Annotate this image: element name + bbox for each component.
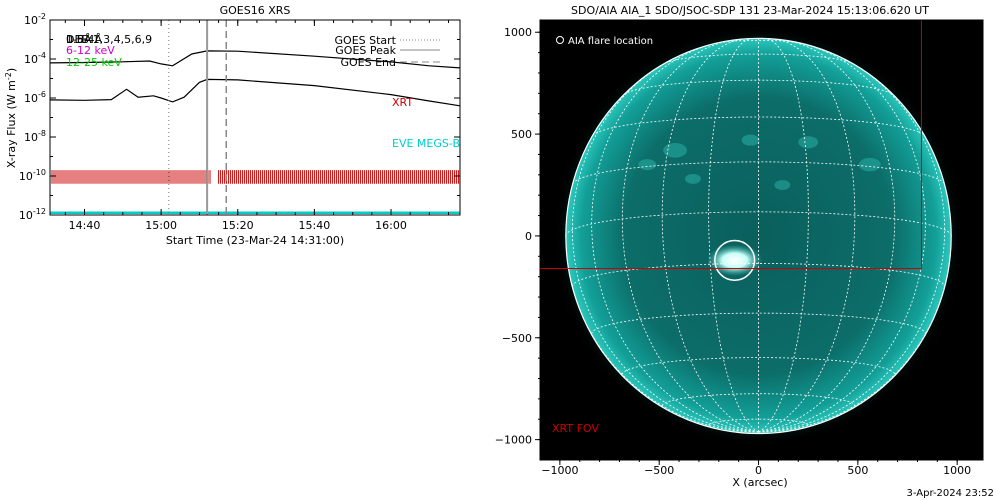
longitude-line bbox=[565, 235, 759, 433]
legend-goes-start: GOES Start bbox=[335, 34, 397, 47]
x-tick-label: 14:40 bbox=[69, 219, 101, 232]
latitude-line bbox=[572, 161, 945, 185]
aia-y-tick-label: −1000 bbox=[495, 434, 532, 447]
xrt-fov-box bbox=[540, 20, 922, 270]
heliographic-grid bbox=[565, 38, 952, 433]
aia-image-background bbox=[540, 20, 983, 460]
latitude-line bbox=[572, 262, 945, 287]
aia-axes: −1000 −500 0 500 1000 1000 500 0 −500 −1000 bbox=[495, 19, 984, 477]
active-region bbox=[685, 174, 701, 184]
y-tick-label: 10-12 bbox=[19, 207, 46, 222]
latitude-line bbox=[661, 393, 856, 406]
longitude-line bbox=[758, 43, 926, 433]
latitude-line bbox=[715, 39, 802, 44]
legend-circle-icon bbox=[556, 36, 564, 44]
legend-goes-peak: GOES Peak bbox=[335, 44, 396, 57]
longitude-line bbox=[758, 235, 952, 433]
active-region bbox=[741, 134, 760, 146]
channel-label-1-8: 1-8Å bbox=[66, 33, 92, 46]
goes-plot-area bbox=[49, 20, 461, 215]
legend-goes-end: GOES End bbox=[340, 56, 396, 69]
corona-glow bbox=[554, 26, 963, 446]
longitude-line bbox=[758, 38, 856, 433]
aia-x-tick-label: 0 bbox=[755, 464, 762, 477]
xrt-label: XRT bbox=[392, 96, 413, 109]
longitude-line bbox=[661, 38, 759, 433]
active-region bbox=[774, 180, 791, 190]
x-tick-label: 15:20 bbox=[222, 219, 254, 232]
goes-ylabel: X-ray Flux (W m-2) bbox=[4, 68, 18, 168]
longitude-line bbox=[621, 40, 759, 433]
channel-label-12-25kev: 12-25 keV bbox=[66, 56, 122, 69]
active-region bbox=[858, 157, 881, 172]
overlay-deb-label: DEB:1,3,4,5,6,9 bbox=[66, 33, 152, 46]
x-tick-label: 16:00 bbox=[375, 219, 407, 232]
aia-image bbox=[540, 20, 963, 446]
goes-title: GOES16 XRS bbox=[220, 4, 291, 17]
aia-x-tick-label: 1000 bbox=[943, 464, 971, 477]
aia-title: SDO/AIA AIA_1 SDO/JSOC-SDP 131 23-Mar-20… bbox=[571, 4, 929, 17]
flare-location-circle bbox=[714, 239, 756, 281]
channel-label-05-4: 0.5-4Å bbox=[66, 33, 102, 46]
goes-legend: GOES Start GOES Peak GOES End bbox=[335, 34, 440, 69]
xrt-fov-label: XRT FOV bbox=[552, 422, 599, 435]
goes-xlabel: Start Time (23-Mar-24 14:31:00) bbox=[166, 234, 344, 247]
longitude-line bbox=[758, 40, 896, 433]
latitude-line bbox=[665, 53, 852, 64]
x-tick-label: 15:40 bbox=[299, 219, 331, 232]
latitude-line bbox=[592, 116, 925, 136]
aia-x-tick-label: −1000 bbox=[541, 464, 578, 477]
flare-brightening bbox=[706, 244, 763, 277]
solar-limb bbox=[565, 37, 952, 435]
aia-x-tick-label: 500 bbox=[847, 464, 868, 477]
aia-legend: AIA flare location bbox=[556, 36, 653, 47]
latitude-line bbox=[591, 312, 926, 335]
aia-y-tick-label: 0 bbox=[525, 230, 532, 243]
aia-frame bbox=[539, 19, 984, 461]
y-tick-label: 10-10 bbox=[19, 168, 46, 183]
aia-y-tick-label: 1000 bbox=[504, 26, 532, 39]
channel-label-6-12kev: 6-12 keV bbox=[66, 44, 115, 57]
aia-y-tick-label: −500 bbox=[502, 332, 532, 345]
y-tick-label: 10-2 bbox=[24, 12, 46, 27]
y-tick-label: 10-4 bbox=[24, 51, 46, 66]
latitude-line bbox=[708, 418, 809, 426]
latitude-line bbox=[565, 211, 952, 236]
y-tick-label: 10-6 bbox=[24, 90, 46, 105]
goes-channel-labels: 1-8Å 0.5-4Å DEB:1,3,4,5,6,9 6-12 keV 12-… bbox=[66, 33, 152, 69]
active-region bbox=[638, 159, 657, 171]
active-region bbox=[798, 136, 819, 149]
longitude-line bbox=[591, 43, 759, 433]
aia-x-tick-label: −500 bbox=[644, 464, 674, 477]
longitude-line bbox=[571, 58, 759, 433]
footer-timestamp: 3-Apr-2024 23:52 bbox=[907, 488, 994, 499]
goes-xrs-chart: GOES16 XRS 14:40 15:00 15:20 15:40 16:00 10-1… bbox=[4, 4, 461, 247]
solar-disk bbox=[565, 38, 952, 434]
longitude-line bbox=[758, 38, 809, 433]
goes-series-0 bbox=[49, 50, 461, 69]
latitude-line bbox=[621, 357, 896, 375]
xrt-coverage bbox=[49, 170, 460, 184]
aia-legend-label: AIA flare location bbox=[568, 36, 653, 47]
goes-axes: 14:40 15:00 15:20 15:40 16:00 10-12 10-10 10-8 1… bbox=[19, 12, 460, 232]
x-tick-label: 15:00 bbox=[145, 219, 177, 232]
aia-y-tick-label: 500 bbox=[511, 128, 532, 141]
active-region bbox=[663, 143, 688, 158]
eve-label: EVE MEGS-B bbox=[392, 137, 460, 150]
goes-series-1 bbox=[49, 78, 461, 107]
longitude-line bbox=[758, 58, 946, 433]
aia-xlabel: X (arcsec) bbox=[732, 476, 787, 489]
latitude-line bbox=[623, 79, 894, 95]
y-tick-label: 10-8 bbox=[24, 129, 46, 144]
longitude-line bbox=[708, 38, 759, 433]
